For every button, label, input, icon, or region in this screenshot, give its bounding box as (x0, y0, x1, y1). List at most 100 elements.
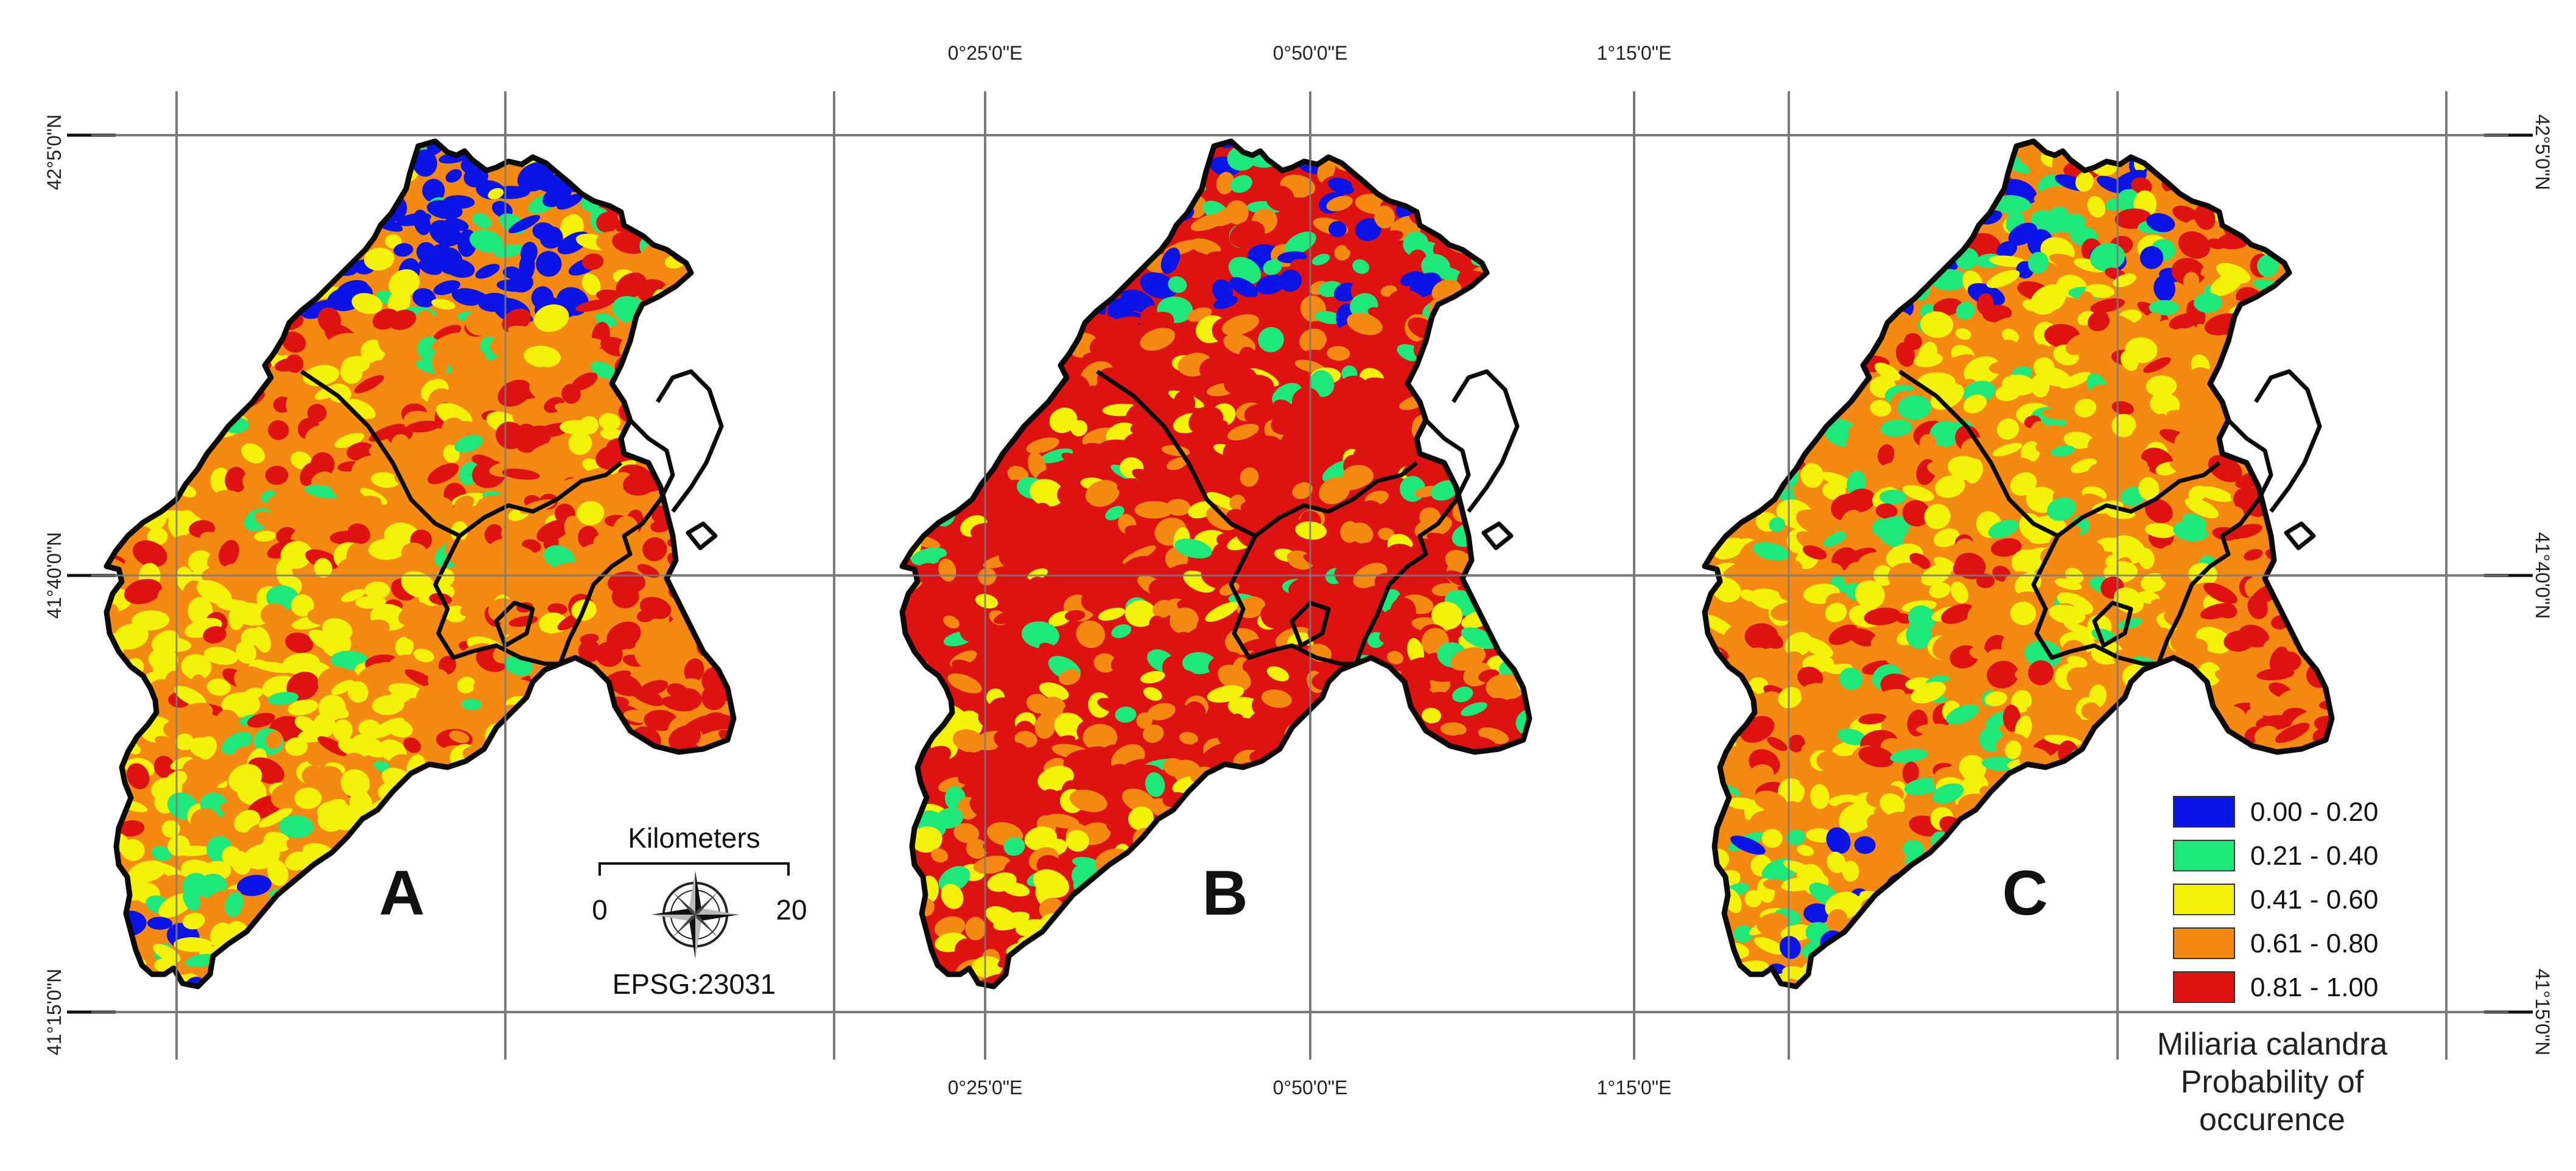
probability-patch (669, 157, 692, 174)
probability-patch (1800, 463, 1824, 488)
probability-patch (2089, 141, 2125, 151)
probability-patch (2123, 849, 2150, 862)
probability-patch (2051, 776, 2080, 795)
probability-patch (907, 459, 924, 477)
probability-patch (1372, 753, 1400, 767)
probability-patch (662, 141, 699, 154)
probability-patch (2183, 272, 2200, 290)
probability-patch (2317, 197, 2332, 217)
probability-patch (362, 826, 388, 843)
probability-patch (1276, 306, 1299, 317)
probability-patch (1141, 915, 1172, 938)
probability-patch (630, 174, 659, 189)
probability-patch (1057, 484, 1076, 504)
probability-patch (1092, 209, 1124, 237)
probability-patch (2092, 877, 2118, 896)
probability-patch (519, 557, 547, 573)
probability-patch (714, 169, 734, 192)
probability-patch (205, 141, 240, 160)
probability-patch (287, 238, 315, 258)
probability-patch (915, 207, 939, 227)
probability-patch (288, 183, 316, 212)
probability-patch (1520, 931, 1529, 955)
probability-patch (241, 443, 265, 463)
probability-patch (648, 941, 670, 965)
probability-patch (1894, 223, 1917, 248)
probability-patch (902, 762, 919, 774)
probability-patch (1707, 170, 1735, 196)
district-boundary (2254, 369, 2322, 513)
probability-patch (463, 834, 489, 859)
probability-patch (596, 211, 619, 233)
probability-patch (206, 678, 231, 696)
probability-patch (2239, 339, 2263, 360)
probability-patch (455, 945, 482, 965)
probability-patch (1115, 706, 1137, 723)
probability-patch (444, 258, 475, 278)
probability-patch (902, 980, 921, 986)
probability-patch (1753, 414, 1791, 434)
probability-patch (1505, 938, 1528, 962)
probability-patch (1705, 440, 1730, 468)
probability-patch (1140, 670, 1165, 684)
probability-patch (238, 247, 273, 276)
probability-patch (107, 169, 131, 192)
probability-patch (351, 293, 383, 314)
probability-patch (1143, 687, 1162, 701)
probability-patch (1997, 339, 2021, 363)
probability-patch (190, 178, 218, 191)
probability-patch (1378, 694, 1402, 720)
probability-patch (731, 460, 734, 480)
probability-patch (549, 946, 587, 960)
probability-patch (181, 702, 213, 725)
probability-patch (1829, 141, 1857, 157)
probability-patch (220, 142, 239, 160)
probability-patch (1721, 425, 1743, 440)
probability-patch (1023, 389, 1041, 405)
probability-patch (2345, 633, 2381, 659)
probability-patch (189, 306, 221, 325)
probability-patch (917, 645, 942, 663)
probability-patch (1956, 949, 1983, 971)
probability-patch (2289, 178, 2323, 197)
probability-patch (1060, 141, 1093, 148)
probability-patch (504, 632, 541, 654)
probability-patch (1830, 317, 1859, 339)
probability-patch (714, 557, 734, 584)
probability-patch (1234, 799, 1258, 811)
probability-patch (417, 964, 451, 981)
district-boundary (1481, 521, 1514, 550)
probability-patch (1492, 593, 1521, 614)
probability-patch (1036, 592, 1069, 608)
probability-patch (664, 399, 684, 418)
probability-patch (1143, 881, 1168, 907)
probability-patch (742, 273, 770, 293)
probability-patch (739, 646, 781, 675)
probability-patch (1518, 313, 1529, 335)
probability-patch (1782, 348, 1806, 370)
probability-patch (2034, 186, 2065, 202)
probability-patch (575, 945, 600, 969)
probability-patch (2056, 849, 2087, 864)
probability-patch (1705, 368, 1734, 390)
probability-patch (2039, 934, 2062, 955)
probability-patch (1266, 185, 1294, 211)
probability-patch (734, 188, 758, 210)
probability-patch (1739, 261, 1763, 273)
probability-patch (1424, 768, 1458, 789)
probability-patch (2225, 144, 2264, 172)
probability-patch (1111, 624, 1132, 638)
probability-patch (1400, 657, 1437, 686)
probability-patch (579, 416, 599, 435)
probability-patch (355, 596, 386, 609)
probability-patch (293, 182, 321, 200)
probability-patch (616, 909, 655, 926)
probability-patch (1261, 689, 1292, 708)
probability-patch (485, 918, 519, 937)
probability-patch (1826, 827, 1851, 854)
probability-patch (1163, 958, 1197, 986)
probability-patch (1065, 830, 1090, 852)
probability-patch (1372, 799, 1406, 814)
probability-patch (363, 247, 395, 271)
probability-patch (1314, 972, 1350, 986)
